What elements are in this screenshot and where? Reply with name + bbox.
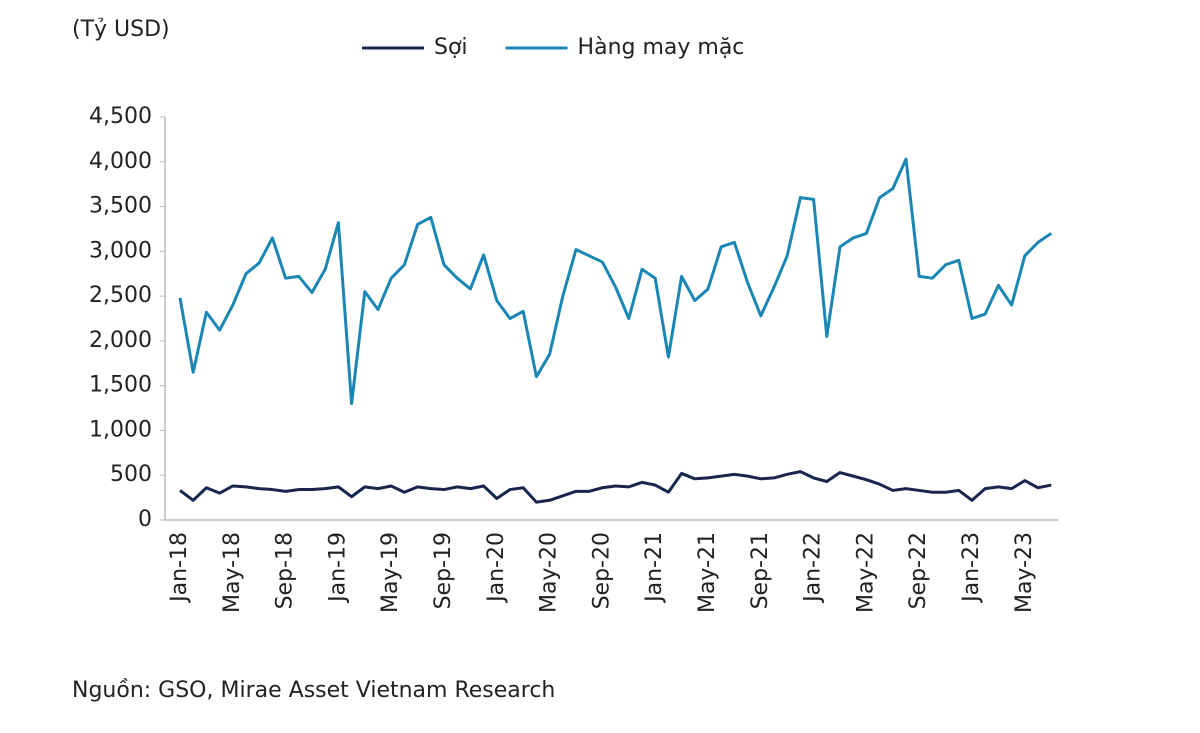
x-tick-label: Jan-23	[959, 532, 984, 604]
x-tick-label: Sep-20	[589, 532, 614, 609]
legend-label: Sợi	[434, 35, 468, 60]
x-tick-label: May-23	[1012, 532, 1037, 613]
y-tick-label: 500	[110, 462, 152, 487]
x-tick-label: Sep-21	[748, 532, 773, 609]
source: Nguồn: GSO, Mirae Asset Vietnam Research	[72, 678, 555, 703]
x-tick-label: Jan-19	[325, 532, 350, 604]
x-tick-label: May-22	[853, 532, 878, 613]
y-tick-label: 1,000	[89, 417, 152, 442]
unit-label: (Tỷ USD)	[72, 17, 170, 42]
y-tick-label: 4,000	[89, 149, 152, 174]
y-tick-label: 0	[138, 507, 152, 532]
y-tick-label: 4,500	[89, 104, 152, 129]
series-line	[178, 157, 1053, 406]
x-tick-label: May-20	[537, 532, 562, 613]
x-tick-label: Jan-21	[642, 532, 667, 604]
y-tick-label: 3,000	[89, 238, 152, 263]
x-tick-label: Jan-22	[801, 532, 826, 604]
legend-label: Hàng may mặc	[578, 35, 745, 60]
y-tick-label: 1,500	[89, 373, 152, 398]
y-tick-label: 2,500	[89, 283, 152, 308]
y-tick-label: 3,500	[89, 194, 152, 219]
series-line	[179, 470, 1052, 504]
x-tick-label: Jan-20	[484, 532, 509, 604]
x-tick-label: Jan-18	[167, 532, 192, 604]
x-tick-label: Sep-22	[906, 532, 931, 609]
x-tick-label: May-21	[695, 532, 720, 613]
x-tick-label: May-19	[378, 532, 403, 613]
x-tick-label: May-18	[220, 532, 245, 613]
y-tick-label: 2,000	[89, 328, 152, 353]
x-tick-label: Sep-18	[273, 532, 298, 609]
x-tick-label: Sep-19	[431, 532, 456, 609]
